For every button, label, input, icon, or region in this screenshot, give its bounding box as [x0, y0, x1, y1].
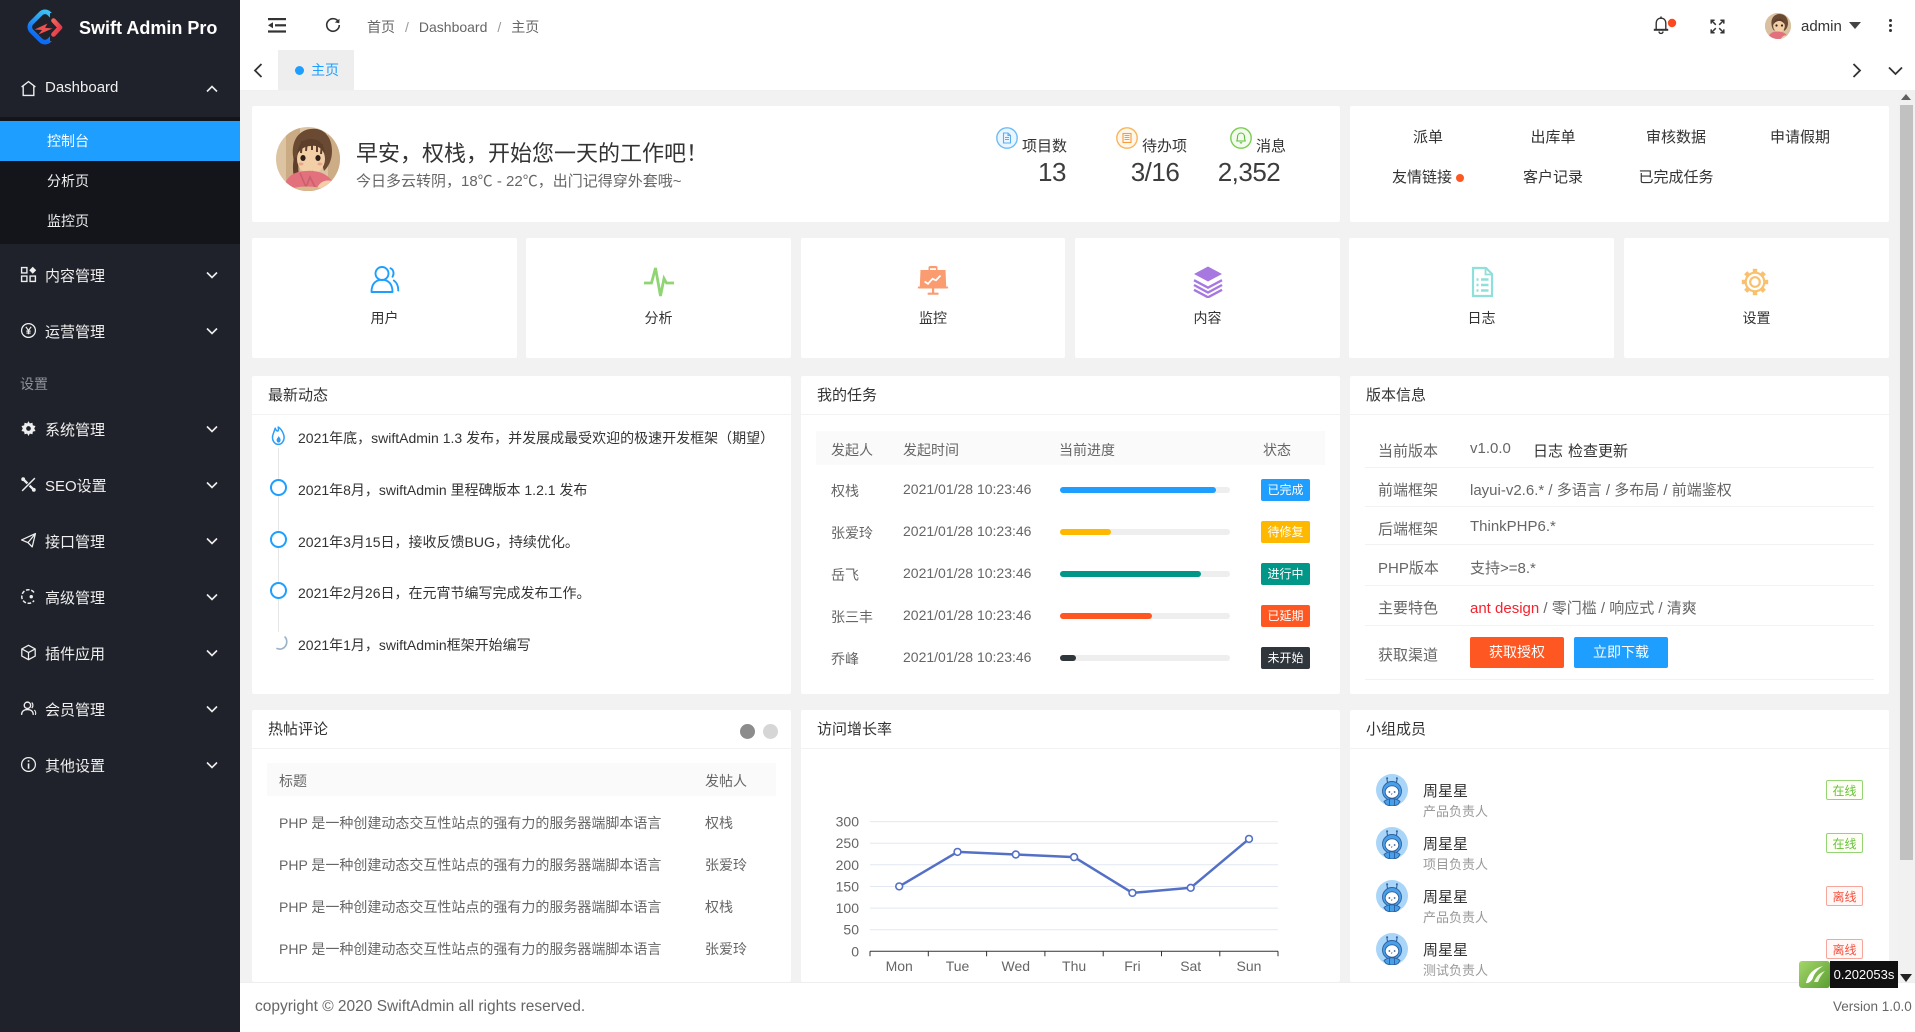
svg-text:50: 50 [843, 922, 859, 938]
svg-text:Wed: Wed [1002, 958, 1031, 974]
svg-text:Mon: Mon [886, 958, 913, 974]
svg-text:150: 150 [836, 879, 860, 895]
svg-text:250: 250 [836, 835, 860, 851]
svg-text:Tue: Tue [946, 958, 970, 974]
svg-text:100: 100 [836, 900, 860, 916]
svg-text:Sat: Sat [1180, 958, 1201, 974]
svg-text:0: 0 [851, 943, 859, 959]
svg-text:200: 200 [836, 857, 860, 873]
svg-text:Fri: Fri [1124, 958, 1140, 974]
svg-text:Sun: Sun [1237, 958, 1262, 974]
svg-text:Thu: Thu [1062, 958, 1086, 974]
svg-text:300: 300 [836, 814, 860, 830]
